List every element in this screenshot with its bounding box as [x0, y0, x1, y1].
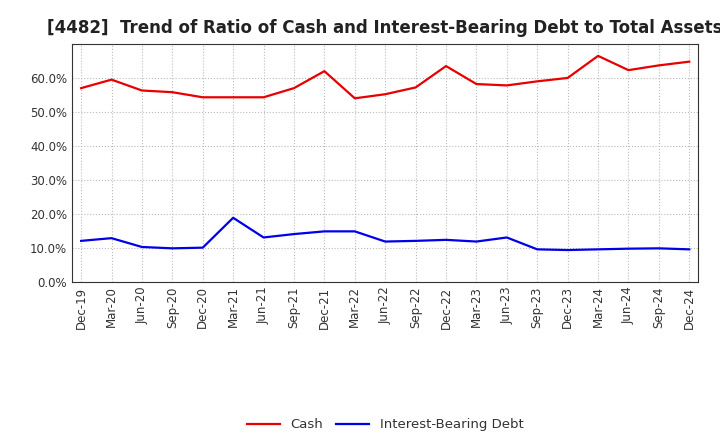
Cash: [624, 67, 633, 73]
Cash: [381, 92, 390, 97]
Cash: [138, 88, 146, 93]
Cash: [229, 95, 238, 100]
Cash: [168, 90, 176, 95]
Interest-Bearing Debt: [563, 247, 572, 253]
Interest-Bearing Debt: [411, 238, 420, 243]
Interest-Bearing Debt: [533, 247, 541, 252]
Cash: [441, 63, 450, 69]
Interest-Bearing Debt: [441, 237, 450, 242]
Interest-Bearing Debt: [503, 235, 511, 240]
Interest-Bearing Debt: [594, 247, 603, 252]
Line: Cash: Cash: [81, 56, 689, 98]
Cash: [77, 85, 86, 91]
Line: Interest-Bearing Debt: Interest-Bearing Debt: [81, 218, 689, 250]
Interest-Bearing Debt: [168, 246, 176, 251]
Interest-Bearing Debt: [259, 235, 268, 240]
Interest-Bearing Debt: [381, 239, 390, 244]
Interest-Bearing Debt: [624, 246, 633, 251]
Interest-Bearing Debt: [351, 229, 359, 234]
Cash: [533, 79, 541, 84]
Interest-Bearing Debt: [685, 247, 693, 252]
Cash: [654, 63, 663, 68]
Legend: Cash, Interest-Bearing Debt: Cash, Interest-Bearing Debt: [240, 412, 530, 438]
Interest-Bearing Debt: [289, 231, 298, 237]
Interest-Bearing Debt: [472, 239, 481, 244]
Interest-Bearing Debt: [320, 229, 329, 234]
Cash: [411, 85, 420, 90]
Cash: [503, 83, 511, 88]
Cash: [199, 95, 207, 100]
Interest-Bearing Debt: [229, 215, 238, 220]
Cash: [563, 75, 572, 81]
Interest-Bearing Debt: [199, 245, 207, 250]
Cash: [351, 95, 359, 101]
Cash: [472, 81, 481, 87]
Cash: [594, 53, 603, 59]
Cash: [320, 69, 329, 74]
Title: [4482]  Trend of Ratio of Cash and Interest-Bearing Debt to Total Assets: [4482] Trend of Ratio of Cash and Intere…: [48, 19, 720, 37]
Interest-Bearing Debt: [654, 246, 663, 251]
Interest-Bearing Debt: [77, 238, 86, 243]
Cash: [107, 77, 116, 82]
Interest-Bearing Debt: [107, 235, 116, 241]
Cash: [259, 95, 268, 100]
Cash: [289, 85, 298, 91]
Interest-Bearing Debt: [138, 244, 146, 249]
Cash: [685, 59, 693, 64]
